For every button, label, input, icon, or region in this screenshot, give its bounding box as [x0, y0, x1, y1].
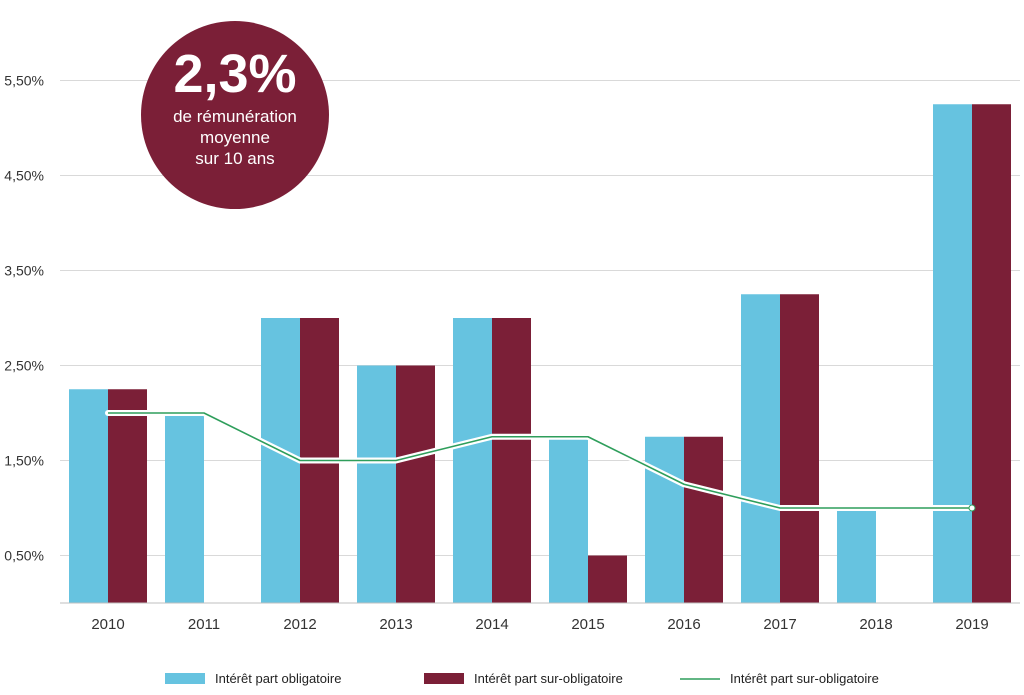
x-tick-label: 2011 [188, 616, 220, 633]
y-axis-ticks: 0,50% 1,50% 2,50% 3,50% 4,50% 5,50% [4, 73, 44, 564]
bar-sur-obligatoire [396, 365, 435, 603]
x-tick-label: 2012 [283, 616, 316, 633]
legend-swatch-sur-obligatoire [424, 673, 464, 684]
line-series [105, 410, 976, 512]
y-tick-label: 0,50% [4, 548, 44, 564]
bar-sur-obligatoire [684, 436, 723, 603]
badge-line-2: moyenne [200, 128, 270, 147]
badge-line-1: de rémunération [173, 107, 297, 126]
y-tick-label: 4,50% [4, 168, 44, 184]
legend: Intérêt part obligatoire Intérêt part su… [165, 671, 879, 686]
x-tick-label: 2016 [667, 616, 700, 633]
average-badge: 2,3% de rémunération moyenne sur 10 ans [141, 21, 329, 209]
line-series-path [108, 412, 972, 509]
bar-obligatoire [453, 318, 492, 603]
x-tick-label: 2010 [91, 616, 124, 633]
y-tick-label: 2,50% [4, 358, 44, 374]
y-tick-label: 5,50% [4, 73, 44, 89]
bar-obligatoire [549, 436, 588, 603]
legend-label-line: Intérêt part sur-obligatoire [730, 671, 879, 686]
bar-obligatoire [69, 389, 108, 603]
y-tick-label: 1,50% [4, 453, 44, 469]
bar-sur-obligatoire [972, 104, 1011, 603]
x-tick-label: 2018 [859, 616, 892, 633]
bar-obligatoire [357, 365, 396, 603]
bar-sur-obligatoire [492, 318, 531, 603]
legend-label-sur-obligatoire: Intérêt part sur-obligatoire [474, 671, 623, 686]
bar-obligatoire [933, 104, 972, 603]
bar-sur-obligatoire [108, 389, 147, 603]
x-tick-label: 2014 [475, 616, 508, 633]
x-tick-label: 2017 [763, 616, 796, 633]
bar-sur-obligatoire [780, 294, 819, 603]
x-axis-ticks: 2010 2011 2012 2013 2014 2015 2016 2017 2018 2019 [91, 616, 988, 633]
badge-circle [141, 21, 329, 209]
legend-label-obligatoire: Intérêt part obligatoire [215, 671, 341, 686]
x-tick-label: 2019 [955, 616, 988, 633]
bar-obligatoire [645, 436, 684, 603]
y-tick-label: 3,50% [4, 263, 44, 279]
x-tick-label: 2013 [379, 616, 412, 633]
line-point [968, 504, 976, 512]
x-tick-label: 2015 [571, 616, 604, 633]
bar-obligatoire [741, 294, 780, 603]
badge-value: 2,3% [173, 44, 296, 104]
bar-sur-obligatoire [588, 555, 627, 603]
bar-obligatoire [165, 413, 204, 603]
legend-swatch-obligatoire [165, 673, 205, 684]
badge-line-3: sur 10 ans [195, 149, 274, 168]
bar-obligatoire [837, 508, 876, 603]
